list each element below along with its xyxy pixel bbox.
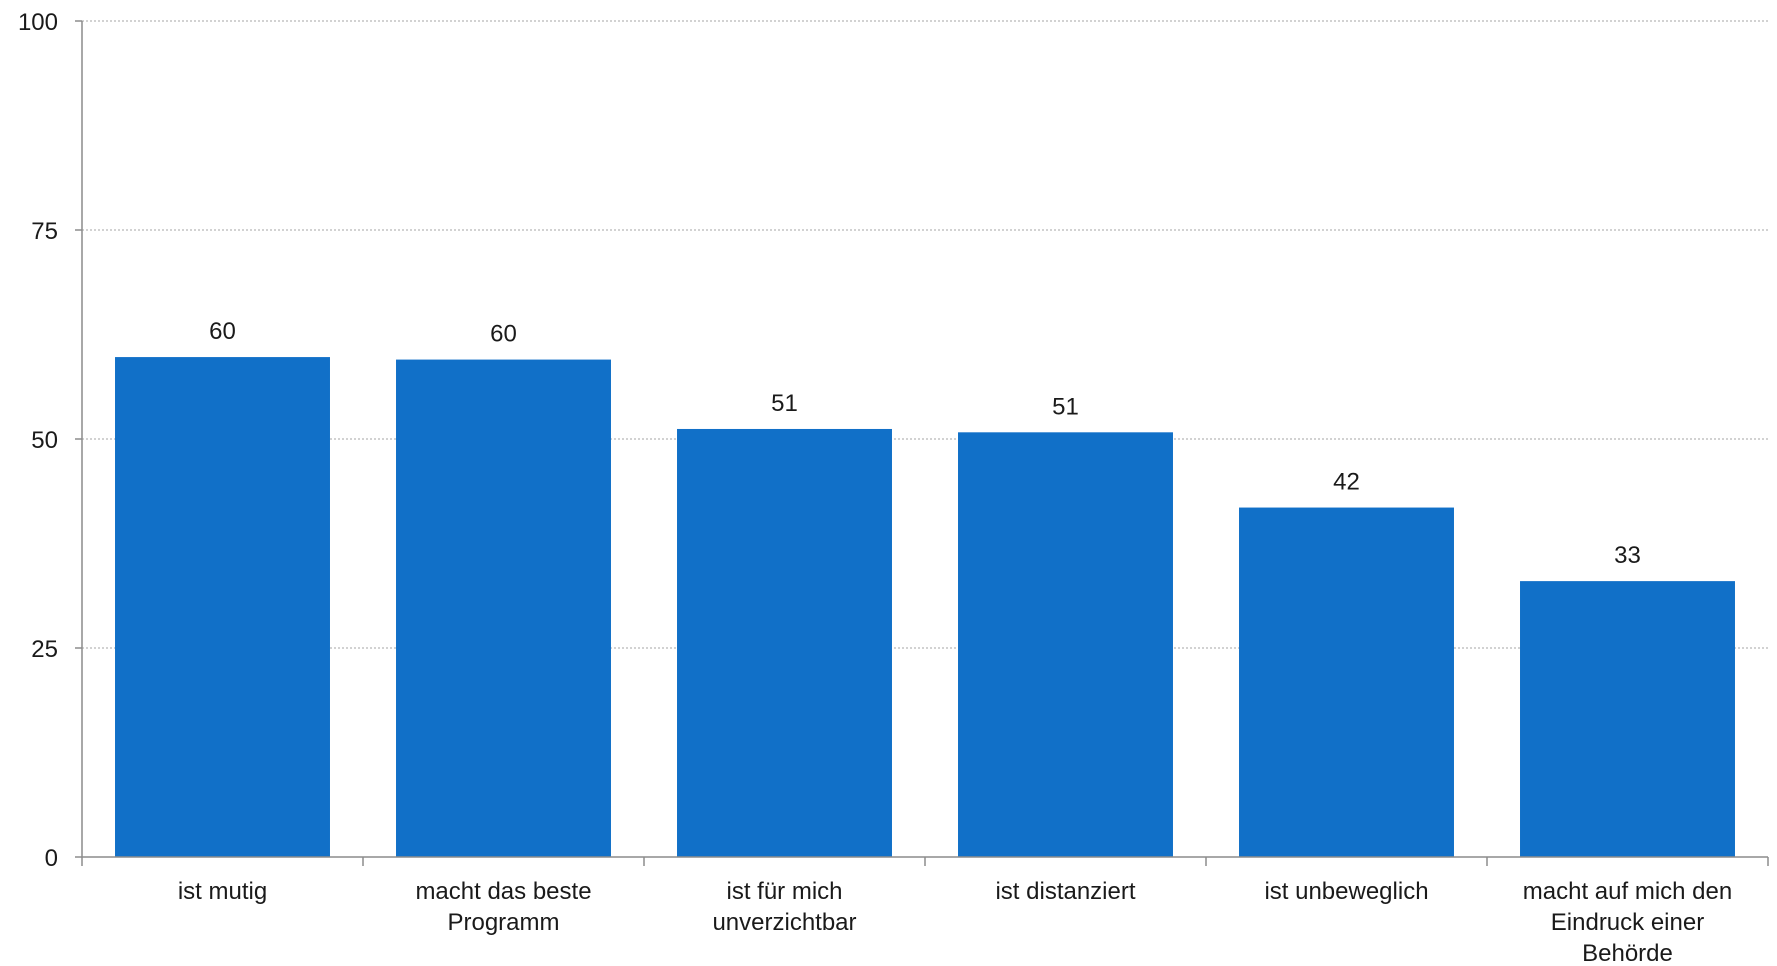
bar	[958, 432, 1173, 857]
category-label: ist mutig	[178, 878, 267, 905]
data-label: 51	[771, 390, 798, 417]
category-label: macht auf mich den Eindruck einer Behörde	[1523, 878, 1732, 966]
category-label-line: ist mutig	[178, 878, 267, 905]
category-label: ist unbeweglich	[1264, 878, 1428, 905]
y-tick-label: 25	[31, 636, 58, 663]
category-label-line: ist unbeweglich	[1264, 878, 1428, 905]
y-tick-label: 50	[31, 427, 58, 454]
y-tick-label: 75	[31, 218, 58, 245]
data-label: 42	[1333, 469, 1360, 496]
data-label: 60	[209, 318, 236, 345]
category-label-line: ist für mich	[726, 878, 842, 905]
category-label: ist distanziert	[995, 878, 1135, 905]
data-label: 33	[1614, 542, 1641, 569]
bars	[115, 357, 1735, 857]
y-tick-label: 0	[45, 845, 58, 872]
bar	[1239, 507, 1454, 857]
data-label: 60	[490, 321, 517, 348]
category-label-line: Programm	[447, 909, 559, 936]
category-label-line: Eindruck einer	[1551, 909, 1704, 936]
data-label: 51	[1052, 393, 1079, 420]
labels: 0 25 50 75 100 60 ist mutig 60 macht das beste Pr…	[18, 9, 1732, 966]
category-label: ist für mich unverzichtbar	[712, 878, 856, 936]
category-label-line: ist distanziert	[995, 878, 1135, 905]
category-label-line: macht das beste	[415, 878, 591, 905]
category-label-line: unverzichtbar	[712, 909, 856, 936]
axes	[75, 20, 1769, 866]
bar	[1520, 581, 1735, 857]
bar	[677, 428, 892, 857]
bar	[115, 357, 330, 857]
gridlines	[82, 20, 1768, 649]
category-label-line: macht auf mich den	[1523, 878, 1732, 905]
category-label: macht das beste Programm	[415, 878, 591, 936]
y-tick-label: 100	[18, 9, 58, 36]
category-label-line: Behörde	[1582, 940, 1673, 966]
bar	[396, 359, 611, 857]
